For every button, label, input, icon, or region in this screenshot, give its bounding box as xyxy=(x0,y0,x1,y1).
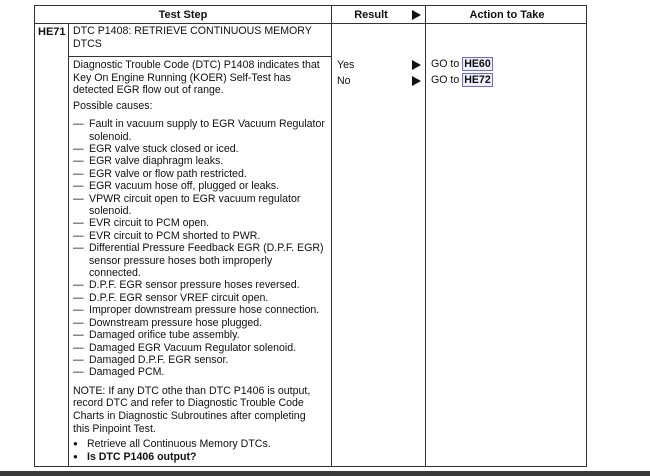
result-no: No xyxy=(337,75,351,87)
header-action: Action to Take xyxy=(469,9,545,21)
action-yes: GO to HE60 xyxy=(431,57,493,71)
divider xyxy=(35,23,586,25)
description: Diagnostic Trouble Code (DTC) P1408 indi… xyxy=(73,59,320,97)
arrow-icon xyxy=(412,76,421,86)
header-result: Result xyxy=(354,9,388,21)
go-to-label: GO to xyxy=(431,58,460,70)
list-item: EVR circuit to PCM open. xyxy=(73,217,325,230)
note: NOTE: If any DTC othe than DTC P1406 is … xyxy=(73,384,311,435)
result-yes: Yes xyxy=(337,59,355,71)
step-id: HE71 xyxy=(38,26,66,38)
list-item: D.P.F. EGR sensor VREF circuit open. xyxy=(73,292,325,305)
list-item: VPWR circuit open to EGR vacuum regulato… xyxy=(73,193,325,218)
link-he72[interactable]: HE72 xyxy=(462,73,493,87)
list-item: Damaged D.P.F. EGR sensor. xyxy=(73,354,325,367)
list-item: Improper downstream pressure hose connec… xyxy=(73,304,325,317)
header-test-step: Test Step xyxy=(158,9,208,21)
list-item: Is DTC P1406 output? xyxy=(73,451,325,464)
arrow-icon xyxy=(412,60,421,70)
instructions: Retrieve all Continuous Memory DTCs. Is … xyxy=(73,438,325,463)
divider xyxy=(68,56,332,58)
pinpoint-test-table: Test Step Result Action to Take HE71 DTC… xyxy=(34,5,587,467)
link-he60[interactable]: HE60 xyxy=(462,57,493,71)
go-to-label: GO to xyxy=(431,74,460,86)
divider xyxy=(331,6,333,466)
list-item: Retrieve all Continuous Memory DTCs. xyxy=(73,438,325,451)
arrow-icon xyxy=(412,10,421,20)
divider xyxy=(425,6,427,466)
step-title: DTC P1408: RETRIEVE CONTINUOUS MEMORY DT… xyxy=(73,25,312,50)
action-no: GO to HE72 xyxy=(431,73,493,87)
list-item: Differential Pressure Feedback EGR (D.P.… xyxy=(73,242,325,279)
list-item: Downstream pressure hose plugged. xyxy=(73,317,325,330)
list-item: Damaged orifice tube assembly. xyxy=(73,329,325,342)
list-item: D.P.F. EGR sensor pressure hoses reverse… xyxy=(73,279,325,292)
list-item: Damaged EGR Vacuum Regulator solenoid. xyxy=(73,342,325,355)
list-item: EVR circuit to PCM shorted to PWR. xyxy=(73,230,325,243)
page-bottom-bar xyxy=(0,471,650,476)
list-item: EGR valve or flow path restricted. xyxy=(73,168,325,181)
list-item: EGR valve diaphragm leaks. xyxy=(73,155,325,168)
divider xyxy=(68,24,70,466)
list-item: EGR vacuum hose off, plugged or leaks. xyxy=(73,180,325,193)
list-item: Fault in vacuum supply to EGR Vacuum Reg… xyxy=(73,118,325,143)
causes-heading: Possible causes: xyxy=(73,99,153,112)
list-item: EGR valve stuck closed or iced. xyxy=(73,143,325,156)
causes-list: Fault in vacuum supply to EGR Vacuum Reg… xyxy=(73,118,325,379)
step-body: Diagnostic Trouble Code (DTC) P1408 indi… xyxy=(73,59,325,463)
list-item: Damaged PCM. xyxy=(73,366,325,379)
